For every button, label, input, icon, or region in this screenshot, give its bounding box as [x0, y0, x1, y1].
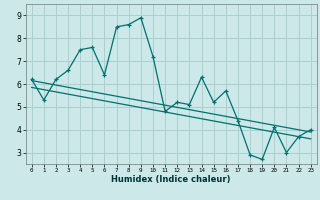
X-axis label: Humidex (Indice chaleur): Humidex (Indice chaleur)	[111, 175, 231, 184]
